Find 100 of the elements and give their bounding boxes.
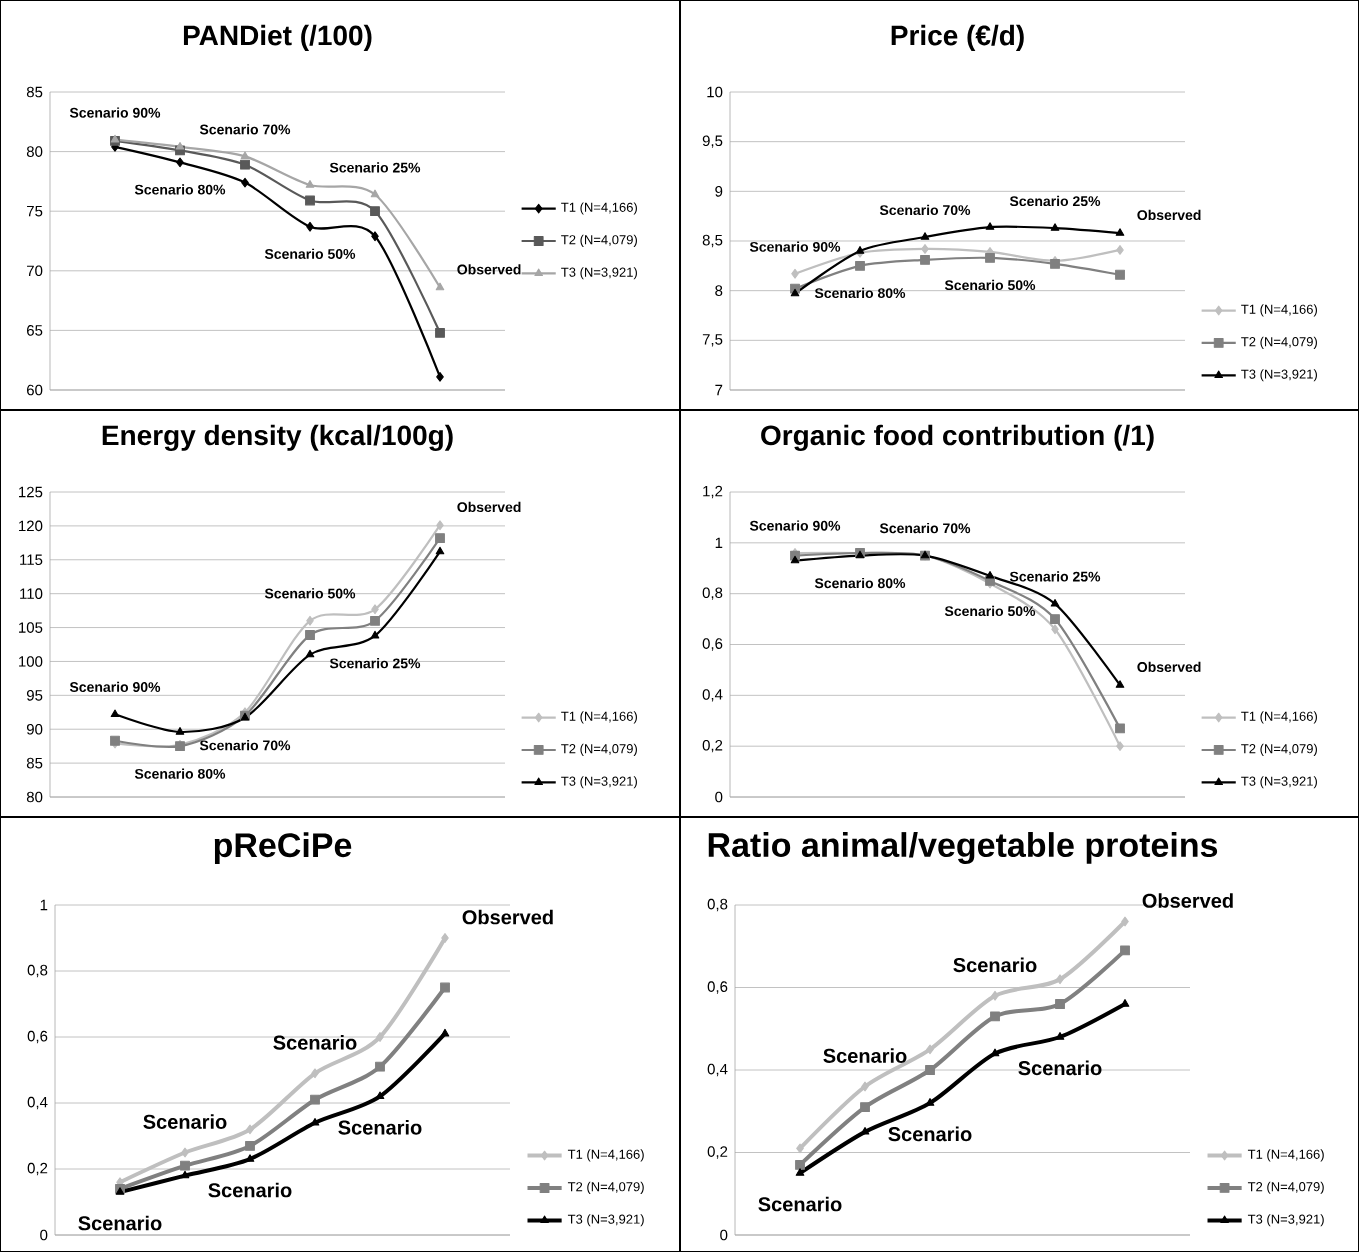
y-tick-label: 0 bbox=[720, 1229, 728, 1241]
annotation: Scenario bbox=[1018, 1060, 1102, 1076]
annotation: Observed bbox=[1137, 209, 1201, 221]
annotation: Scenario bbox=[273, 1035, 357, 1050]
y-tick-label: 85 bbox=[26, 757, 43, 769]
legend-label: T3 (N=3,921) bbox=[1247, 1214, 1324, 1227]
y-tick-label: 0,4 bbox=[707, 1063, 728, 1077]
y-tick-label: 0 bbox=[40, 1229, 48, 1241]
y-tick-label: 0,8 bbox=[702, 587, 723, 600]
y-tick-label: 1 bbox=[715, 537, 723, 548]
y-tick-label: 9 bbox=[715, 186, 723, 197]
annotation: Scenario 50% bbox=[264, 588, 356, 599]
annotation: Scenario 50% bbox=[944, 605, 1036, 617]
legend-label: T2 (N=4,079) bbox=[561, 234, 637, 247]
legend-label: T2 (N=4,079) bbox=[1241, 743, 1317, 756]
annotation: Scenario 70% bbox=[879, 522, 971, 534]
legend-label: T3 (N=3,921) bbox=[1241, 369, 1317, 382]
y-tick-label: 10 bbox=[707, 86, 723, 98]
legend-label: T2 (N=4,079) bbox=[1241, 336, 1317, 349]
y-tick-label: 7 bbox=[715, 384, 723, 396]
annotation: Scenario 80% bbox=[134, 768, 226, 779]
annotation: Scenario bbox=[953, 957, 1037, 973]
legend-label: T2 (N=4,079) bbox=[1247, 1181, 1324, 1194]
annotation: Scenario 25% bbox=[329, 658, 421, 669]
annotation: Scenario 90% bbox=[69, 681, 161, 692]
annotation: Observed bbox=[457, 264, 521, 275]
annotation: Scenario bbox=[78, 1215, 162, 1231]
y-tick-label: 0,2 bbox=[707, 1146, 728, 1159]
annotation: Scenario 90% bbox=[69, 107, 161, 118]
y-tick-label: 0,2 bbox=[702, 739, 723, 753]
annotation: Observed bbox=[457, 501, 521, 513]
annotation: Scenario bbox=[888, 1126, 972, 1142]
y-tick-label: 8 bbox=[715, 285, 723, 296]
annotation: Scenario 90% bbox=[749, 520, 841, 531]
y-tick-label: 1 bbox=[40, 899, 48, 911]
y-tick-label: 9,5 bbox=[702, 135, 723, 148]
annotation: Scenario 70% bbox=[199, 124, 291, 135]
y-tick-label: 1,2 bbox=[703, 485, 723, 499]
y-tick-label: 0,6 bbox=[702, 638, 723, 651]
annotation: Observed bbox=[1137, 661, 1201, 672]
annotation: Scenario 70% bbox=[199, 740, 291, 751]
y-tick-label: 105 bbox=[19, 622, 43, 633]
y-tick-label: 75 bbox=[27, 205, 43, 217]
annotation: Scenario bbox=[758, 1196, 842, 1212]
annotation: Scenario bbox=[338, 1119, 422, 1135]
annotation: Scenario 80% bbox=[814, 287, 906, 299]
legend-label: T3 (N=3,921) bbox=[1241, 776, 1317, 789]
annotation: Scenario 80% bbox=[134, 184, 226, 195]
annotation: Scenario 90% bbox=[749, 241, 841, 252]
annotation: Scenario 25% bbox=[329, 162, 421, 173]
y-tick-label: 65 bbox=[27, 325, 43, 336]
y-tick-label: 80 bbox=[26, 146, 43, 157]
y-tick-label: 0,2 bbox=[27, 1162, 48, 1176]
y-tick-label: 0,6 bbox=[27, 1030, 48, 1044]
annotation: Observed bbox=[462, 909, 553, 925]
annotation: Scenario bbox=[143, 1114, 227, 1129]
annotation: Observed bbox=[1142, 893, 1233, 908]
y-tick-label: 60 bbox=[27, 384, 43, 396]
annotation: Scenario 70% bbox=[879, 204, 971, 216]
annotation: Scenario 25% bbox=[1009, 571, 1101, 582]
y-tick-label: 0,4 bbox=[702, 689, 723, 702]
annotation: Scenario bbox=[208, 1182, 292, 1198]
y-tick-label: 85 bbox=[26, 86, 43, 98]
y-tick-label: 0,8 bbox=[27, 964, 48, 978]
annotation: Scenario 80% bbox=[814, 577, 906, 589]
y-tick-label: 8,5 bbox=[702, 234, 723, 248]
legend-label: T1 (N=4,166) bbox=[567, 1149, 644, 1162]
annotation: Scenario bbox=[823, 1048, 907, 1063]
legend-label: T2 (N=4,079) bbox=[567, 1181, 644, 1194]
y-tick-label: 100 bbox=[19, 656, 43, 667]
y-tick-label: 120 bbox=[19, 520, 43, 532]
y-tick-label: 0,8 bbox=[707, 898, 728, 912]
y-tick-label: 95 bbox=[26, 690, 43, 701]
y-tick-label: 110 bbox=[20, 588, 43, 599]
legend-label: T3 (N=3,921) bbox=[561, 776, 637, 789]
legend-label: T3 (N=3,921) bbox=[567, 1214, 644, 1227]
chart-title: PANDiet (/100) bbox=[183, 24, 372, 51]
legend-label: T3 (N=3,921) bbox=[561, 267, 637, 280]
y-tick-label: 0 bbox=[715, 791, 723, 803]
legend-label: T1 (N=4,166) bbox=[1241, 711, 1317, 724]
chart-title: Ratio animal/vegetable proteins bbox=[708, 832, 1218, 864]
y-tick-label: 115 bbox=[20, 554, 43, 566]
y-tick-label: 80 bbox=[26, 791, 43, 803]
annotation: Scenario 50% bbox=[264, 248, 356, 259]
y-tick-label: 90 bbox=[26, 723, 43, 735]
y-tick-label: 7,5 bbox=[702, 334, 723, 347]
y-tick-label: 0,4 bbox=[27, 1096, 48, 1110]
legend-label: T1 (N=4,166) bbox=[561, 202, 637, 215]
legend-label: T1 (N=4,166) bbox=[561, 711, 637, 724]
annotation: Scenario 50% bbox=[944, 279, 1036, 291]
chart-title: pReCiPe bbox=[214, 832, 352, 864]
chart-title: Price (€/d) bbox=[891, 24, 1024, 51]
chart-title: Organic food contribution (/1) bbox=[761, 424, 1154, 451]
legend-label: T2 (N=4,079) bbox=[561, 743, 637, 756]
y-tick-label: 125 bbox=[19, 486, 43, 498]
y-tick-label: 70 bbox=[27, 265, 43, 277]
legend-label: T1 (N=4,166) bbox=[1241, 304, 1317, 317]
y-tick-label: 0,6 bbox=[707, 981, 728, 994]
annotation: Scenario 25% bbox=[1009, 195, 1101, 207]
legend-label: T1 (N=4,166) bbox=[1247, 1149, 1324, 1162]
